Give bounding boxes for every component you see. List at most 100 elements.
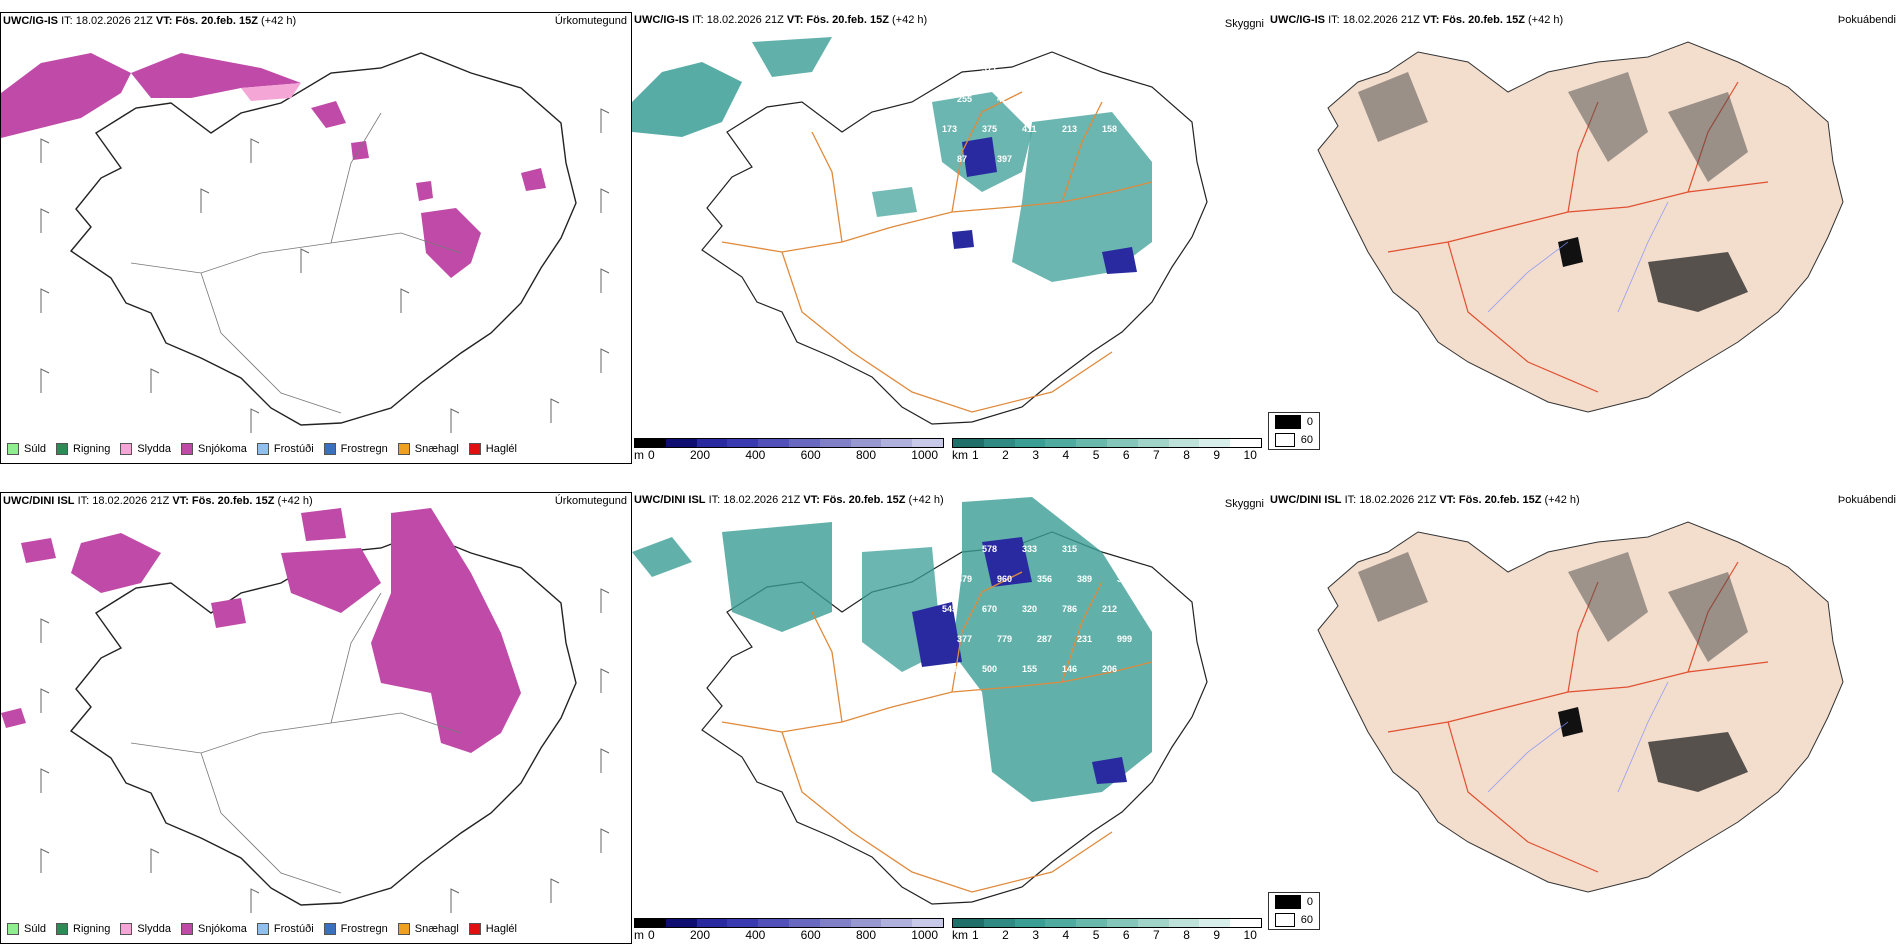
cloud-base-label: 779	[997, 634, 1012, 644]
legend-label: Slydda	[137, 923, 171, 935]
legend-item: Súld	[7, 923, 46, 935]
legend-swatch	[468, 443, 481, 455]
legend-swatch	[56, 923, 69, 935]
legend-item: Rigning	[56, 443, 110, 455]
colorbar-tick: 1	[972, 928, 979, 942]
colorbar-tick: 0	[648, 928, 655, 942]
legend-label: Frostregn	[340, 923, 388, 935]
visibility-colorbar: km 1 2 3 4 5 6 7 8 9 10	[952, 438, 1262, 462]
colorbar-tick: 6	[1122, 928, 1130, 942]
colorbar-tick: 600	[800, 928, 821, 942]
colorbar-tick: 800	[855, 448, 876, 462]
cloud-base-label: 411	[1022, 124, 1037, 134]
legend-item: Slydda	[120, 923, 171, 935]
variable-name: Þokuábendi	[1837, 494, 1896, 506]
colorbar-tick: 3	[1032, 448, 1040, 462]
legend-label: Haglél	[485, 923, 517, 935]
cloud-base-label: 377	[957, 634, 972, 644]
legend-swatch	[7, 923, 19, 935]
precip-type-panel-top: UWC/IG-IS IT: 18.02.2026 21Z VT: Fös. 20…	[0, 12, 632, 464]
precip-legend: Súld Rigning Slydda Snjókoma Frostúði Frostre…	[7, 443, 517, 455]
colorbar-tick: 7	[1153, 928, 1160, 942]
colorbar-tick: 1000	[911, 448, 938, 462]
cloud-base-label: 212	[1102, 604, 1117, 614]
fog-map	[1317, 521, 1844, 893]
wind-barbs	[40, 108, 610, 433]
legend-label: Snjókoma	[197, 923, 247, 935]
variable-name: Skyggni	[1224, 498, 1264, 510]
panel-title: UWC/DINI ISL IT: 18.02.2026 21Z VT: Fös.…	[1270, 494, 1580, 506]
legend-item: Snjókoma	[180, 923, 247, 935]
colorbar-tick: 200	[689, 448, 711, 462]
colorbar-tick: 0	[648, 448, 655, 462]
legend-label: Haglél	[485, 443, 517, 455]
precip-map	[1, 508, 610, 913]
legend-swatch	[7, 443, 19, 455]
cloud-base-label: 999	[1117, 634, 1132, 644]
legend-swatch	[180, 443, 193, 455]
legend-item: Haglél	[468, 923, 517, 935]
legend-item: Snæhagl	[397, 443, 459, 455]
cloud-base-label: 173	[942, 124, 957, 134]
cloud-base-label: 320	[1022, 604, 1037, 614]
panel-title: UWC/IG-IS IT: 18.02.2026 21Z VT: Fös. 20…	[634, 14, 928, 26]
cloud-base-label: 315	[1062, 544, 1077, 554]
colorbar-tick: 9	[1213, 928, 1221, 942]
colorbar-tick: 4	[1062, 928, 1070, 942]
cloud-base-label: 255	[957, 94, 972, 104]
cloud-base-label: 197	[1077, 94, 1092, 104]
fog-panel-top: UWC/IG-IS IT: 18.02.2026 21Z VT: Fös. 20…	[1268, 12, 1900, 464]
wind-barbs	[40, 588, 610, 913]
colorbar-tick: 1	[972, 448, 979, 462]
legend-label: Rigning	[73, 443, 111, 455]
cloud-base-label: 568	[942, 664, 957, 674]
legend-swatch	[397, 443, 410, 455]
colorbar-tick: 10	[1243, 448, 1257, 462]
colorbar-tick: 6	[1122, 448, 1130, 462]
cloud-base-label: 520	[957, 694, 972, 704]
cloud-base-label: 545	[942, 604, 957, 614]
legend-swatch	[256, 923, 269, 935]
legend-swatch	[468, 923, 481, 935]
cloud-base-label: 231	[1077, 634, 1092, 644]
legend-label: Rigning	[73, 923, 111, 935]
legend-swatch	[56, 443, 69, 455]
legend-label: Frostúði	[273, 923, 314, 935]
cloud-base-label: 292	[1022, 64, 1037, 74]
variable-name: Úrkomutegund	[554, 495, 627, 507]
colorbar-tick: 4	[1062, 448, 1070, 462]
legend-item: Slydda	[120, 443, 171, 455]
colorbar-tick: 8	[1183, 448, 1190, 462]
colorbar-tick: 2	[1002, 928, 1009, 942]
fog-key: 0 60	[1268, 412, 1320, 450]
visibility-panel-top: UWC/IG-IS IT: 18.02.2026 21Z VT: Fös. 20…	[632, 12, 1320, 464]
legend-label: Frostregn	[340, 443, 388, 455]
legend-label: Snæhagl	[414, 443, 459, 455]
panel-title: UWC/DINI ISL IT: 18.02.2026 21Z VT: Fös.…	[634, 494, 944, 506]
colorbar-tick: 7	[1153, 448, 1160, 462]
colorbar-tick: 1000	[911, 928, 938, 942]
panel-title: UWC/DINI ISL IT: 18.02.2026 21Z VT: Fös.…	[3, 495, 313, 507]
colorbar-tick: 200	[689, 928, 711, 942]
legend-label: Frostúði	[273, 443, 314, 455]
legend-label: Snæhagl	[414, 923, 459, 935]
visibility-colorbar: km 1 2 3 4 5 6 7 8 9 10	[952, 918, 1262, 942]
cloud-base-label: 879	[957, 574, 972, 584]
precip-type-panel-bottom: UWC/DINI ISL IT: 18.02.2026 21Z VT: Fös.…	[0, 492, 632, 944]
cloud-base-label: 42	[997, 94, 1007, 104]
legend-item: Snæhagl	[397, 923, 459, 935]
colorbar-tick: 5	[1092, 928, 1100, 942]
cloud-base-label: 155	[1022, 664, 1037, 674]
variable-name: Þokuábendi	[1837, 14, 1896, 26]
legend-label: Súld	[24, 443, 47, 455]
colorbar-tick: 5	[1092, 448, 1100, 462]
fog-map	[1317, 41, 1844, 413]
cloud-base-label: 287	[1037, 634, 1052, 644]
colorbar-tick: 2	[1002, 448, 1009, 462]
colorbar-tick: 8	[1183, 928, 1190, 942]
cloud-base-label: 847	[942, 64, 957, 74]
cloud-base-label: 356	[1037, 574, 1052, 584]
legend-item: Snjókoma	[180, 443, 247, 455]
cloud-base-label: 368	[1062, 64, 1077, 74]
panel-title: UWC/IG-IS IT: 18.02.2026 21Z VT: Fös. 20…	[1270, 14, 1564, 26]
